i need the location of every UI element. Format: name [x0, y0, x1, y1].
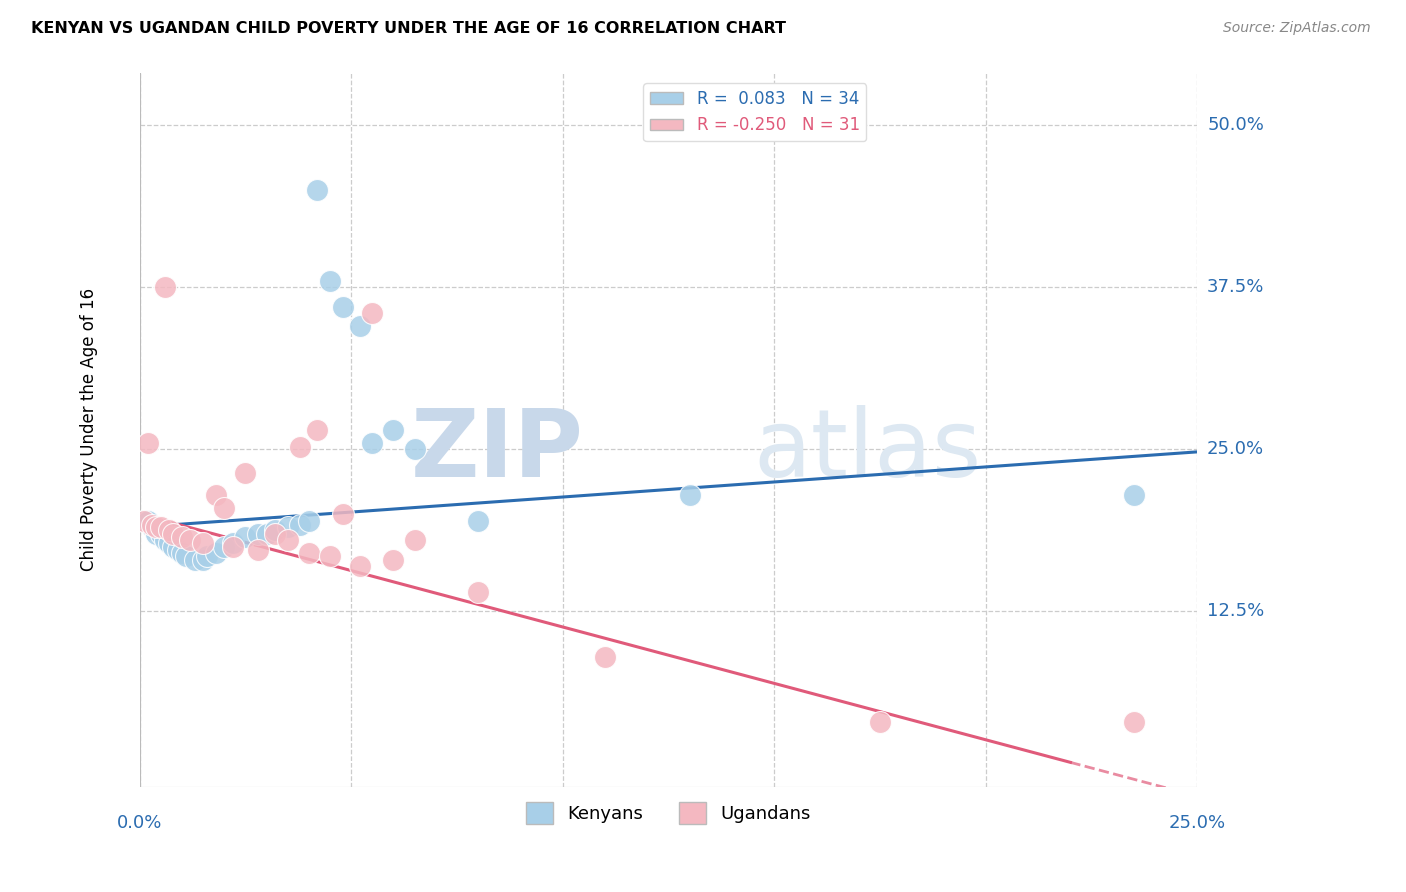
Point — [256, 526, 278, 541]
Point — [166, 543, 188, 558]
Point — [235, 531, 257, 545]
Point — [593, 649, 616, 664]
Point — [141, 520, 163, 534]
Point — [149, 520, 172, 534]
Point — [132, 514, 155, 528]
Point — [191, 535, 214, 549]
Point — [157, 523, 180, 537]
Point — [264, 523, 287, 537]
Point — [467, 585, 489, 599]
Point — [162, 526, 184, 541]
Point — [319, 549, 342, 563]
Point — [869, 714, 891, 729]
Text: 12.5%: 12.5% — [1208, 602, 1264, 621]
Point — [149, 526, 172, 541]
Point — [235, 466, 257, 480]
Point — [195, 549, 218, 563]
Point — [204, 488, 226, 502]
Point — [212, 540, 235, 554]
Point — [307, 423, 329, 437]
Point — [349, 318, 371, 333]
Text: KENYAN VS UGANDAN CHILD POVERTY UNDER THE AGE OF 16 CORRELATION CHART: KENYAN VS UGANDAN CHILD POVERTY UNDER TH… — [31, 21, 786, 36]
Text: Child Poverty Under the Age of 16: Child Poverty Under the Age of 16 — [80, 288, 98, 572]
Point — [247, 526, 270, 541]
Point — [132, 514, 155, 528]
Point — [221, 540, 243, 554]
Point — [298, 546, 321, 560]
Point — [332, 300, 354, 314]
Point — [382, 423, 405, 437]
Point — [170, 546, 193, 560]
Point — [174, 549, 197, 563]
Point — [319, 274, 342, 288]
Point — [247, 543, 270, 558]
Point — [212, 500, 235, 515]
Point — [264, 526, 287, 541]
Point — [170, 531, 193, 545]
Point — [136, 514, 159, 528]
Point — [277, 520, 299, 534]
Point — [404, 442, 426, 457]
Point — [298, 514, 321, 528]
Point — [162, 540, 184, 554]
Point — [361, 306, 384, 320]
Point — [153, 280, 176, 294]
Text: 25.0%: 25.0% — [1168, 814, 1226, 832]
Point — [467, 514, 489, 528]
Point — [382, 552, 405, 566]
Point — [136, 435, 159, 450]
Point — [157, 535, 180, 549]
Point — [277, 533, 299, 547]
Point — [221, 535, 243, 549]
Point — [307, 183, 329, 197]
Point — [361, 435, 384, 450]
Point — [404, 533, 426, 547]
Text: Source: ZipAtlas.com: Source: ZipAtlas.com — [1223, 21, 1371, 35]
Legend: Kenyans, Ugandans: Kenyans, Ugandans — [519, 795, 818, 831]
Point — [349, 559, 371, 574]
Point — [290, 517, 312, 532]
Point — [1122, 714, 1144, 729]
Text: 37.5%: 37.5% — [1208, 278, 1264, 296]
Point — [141, 517, 163, 532]
Point — [153, 533, 176, 547]
Text: ZIP: ZIP — [411, 405, 583, 497]
Point — [145, 520, 167, 534]
Point — [183, 552, 205, 566]
Point — [290, 440, 312, 454]
Point — [191, 552, 214, 566]
Point — [332, 507, 354, 521]
Text: atlas: atlas — [754, 405, 981, 497]
Point — [204, 546, 226, 560]
Point — [1122, 488, 1144, 502]
Text: 25.0%: 25.0% — [1208, 441, 1264, 458]
Point — [678, 488, 700, 502]
Text: 0.0%: 0.0% — [117, 814, 162, 832]
Point — [145, 526, 167, 541]
Point — [179, 533, 201, 547]
Text: 50.0%: 50.0% — [1208, 116, 1264, 134]
